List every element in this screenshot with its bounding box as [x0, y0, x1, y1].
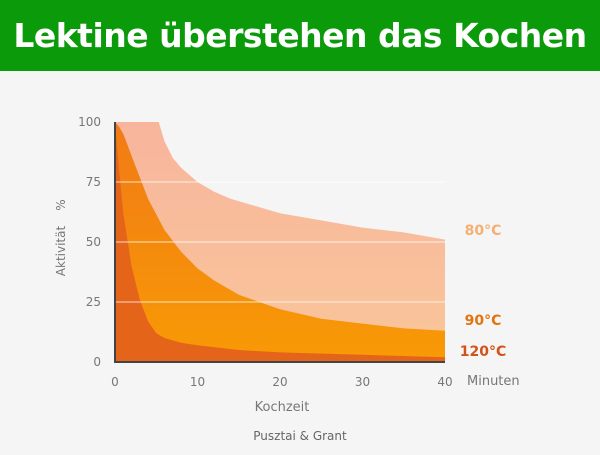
series-area-120c — [115, 122, 445, 362]
series-label-80c: 80°C — [465, 223, 502, 239]
y-tick-label: 50 — [86, 235, 101, 249]
series-label-120c: 120°C — [460, 344, 507, 360]
x-tick-label: 0 — [111, 375, 119, 389]
x-tick-label: 20 — [272, 375, 287, 389]
y-axis-title: Aktivität — [54, 226, 68, 277]
x-tick-label: 30 — [355, 375, 370, 389]
page-title: Lektine überstehen das Kochen — [0, 0, 600, 71]
source-credit: Pusztai & Grant — [253, 429, 347, 443]
y-tick-label: 100 — [78, 115, 101, 129]
y-tick-label: 0 — [93, 355, 101, 369]
y-tick-label: 25 — [86, 295, 101, 309]
x-tick-label: 10 — [190, 375, 205, 389]
y-tick-label: 75 — [86, 175, 101, 189]
x-axis-unit: Minuten — [467, 374, 520, 389]
x-axis-title: Kochzeit — [255, 400, 310, 415]
x-tick-label: 40 — [437, 375, 452, 389]
lectin-activity-chart: 0 10 20 30 40 0 25 50 75 100 80°C 90°C 120°C Minute… — [54, 115, 520, 415]
y-axis-unit: % — [54, 199, 68, 210]
series-label-90c: 90°C — [465, 313, 502, 329]
chart-container: 0 10 20 30 40 0 25 50 75 100 80°C 90°C 120°C Minute… — [0, 71, 600, 450]
